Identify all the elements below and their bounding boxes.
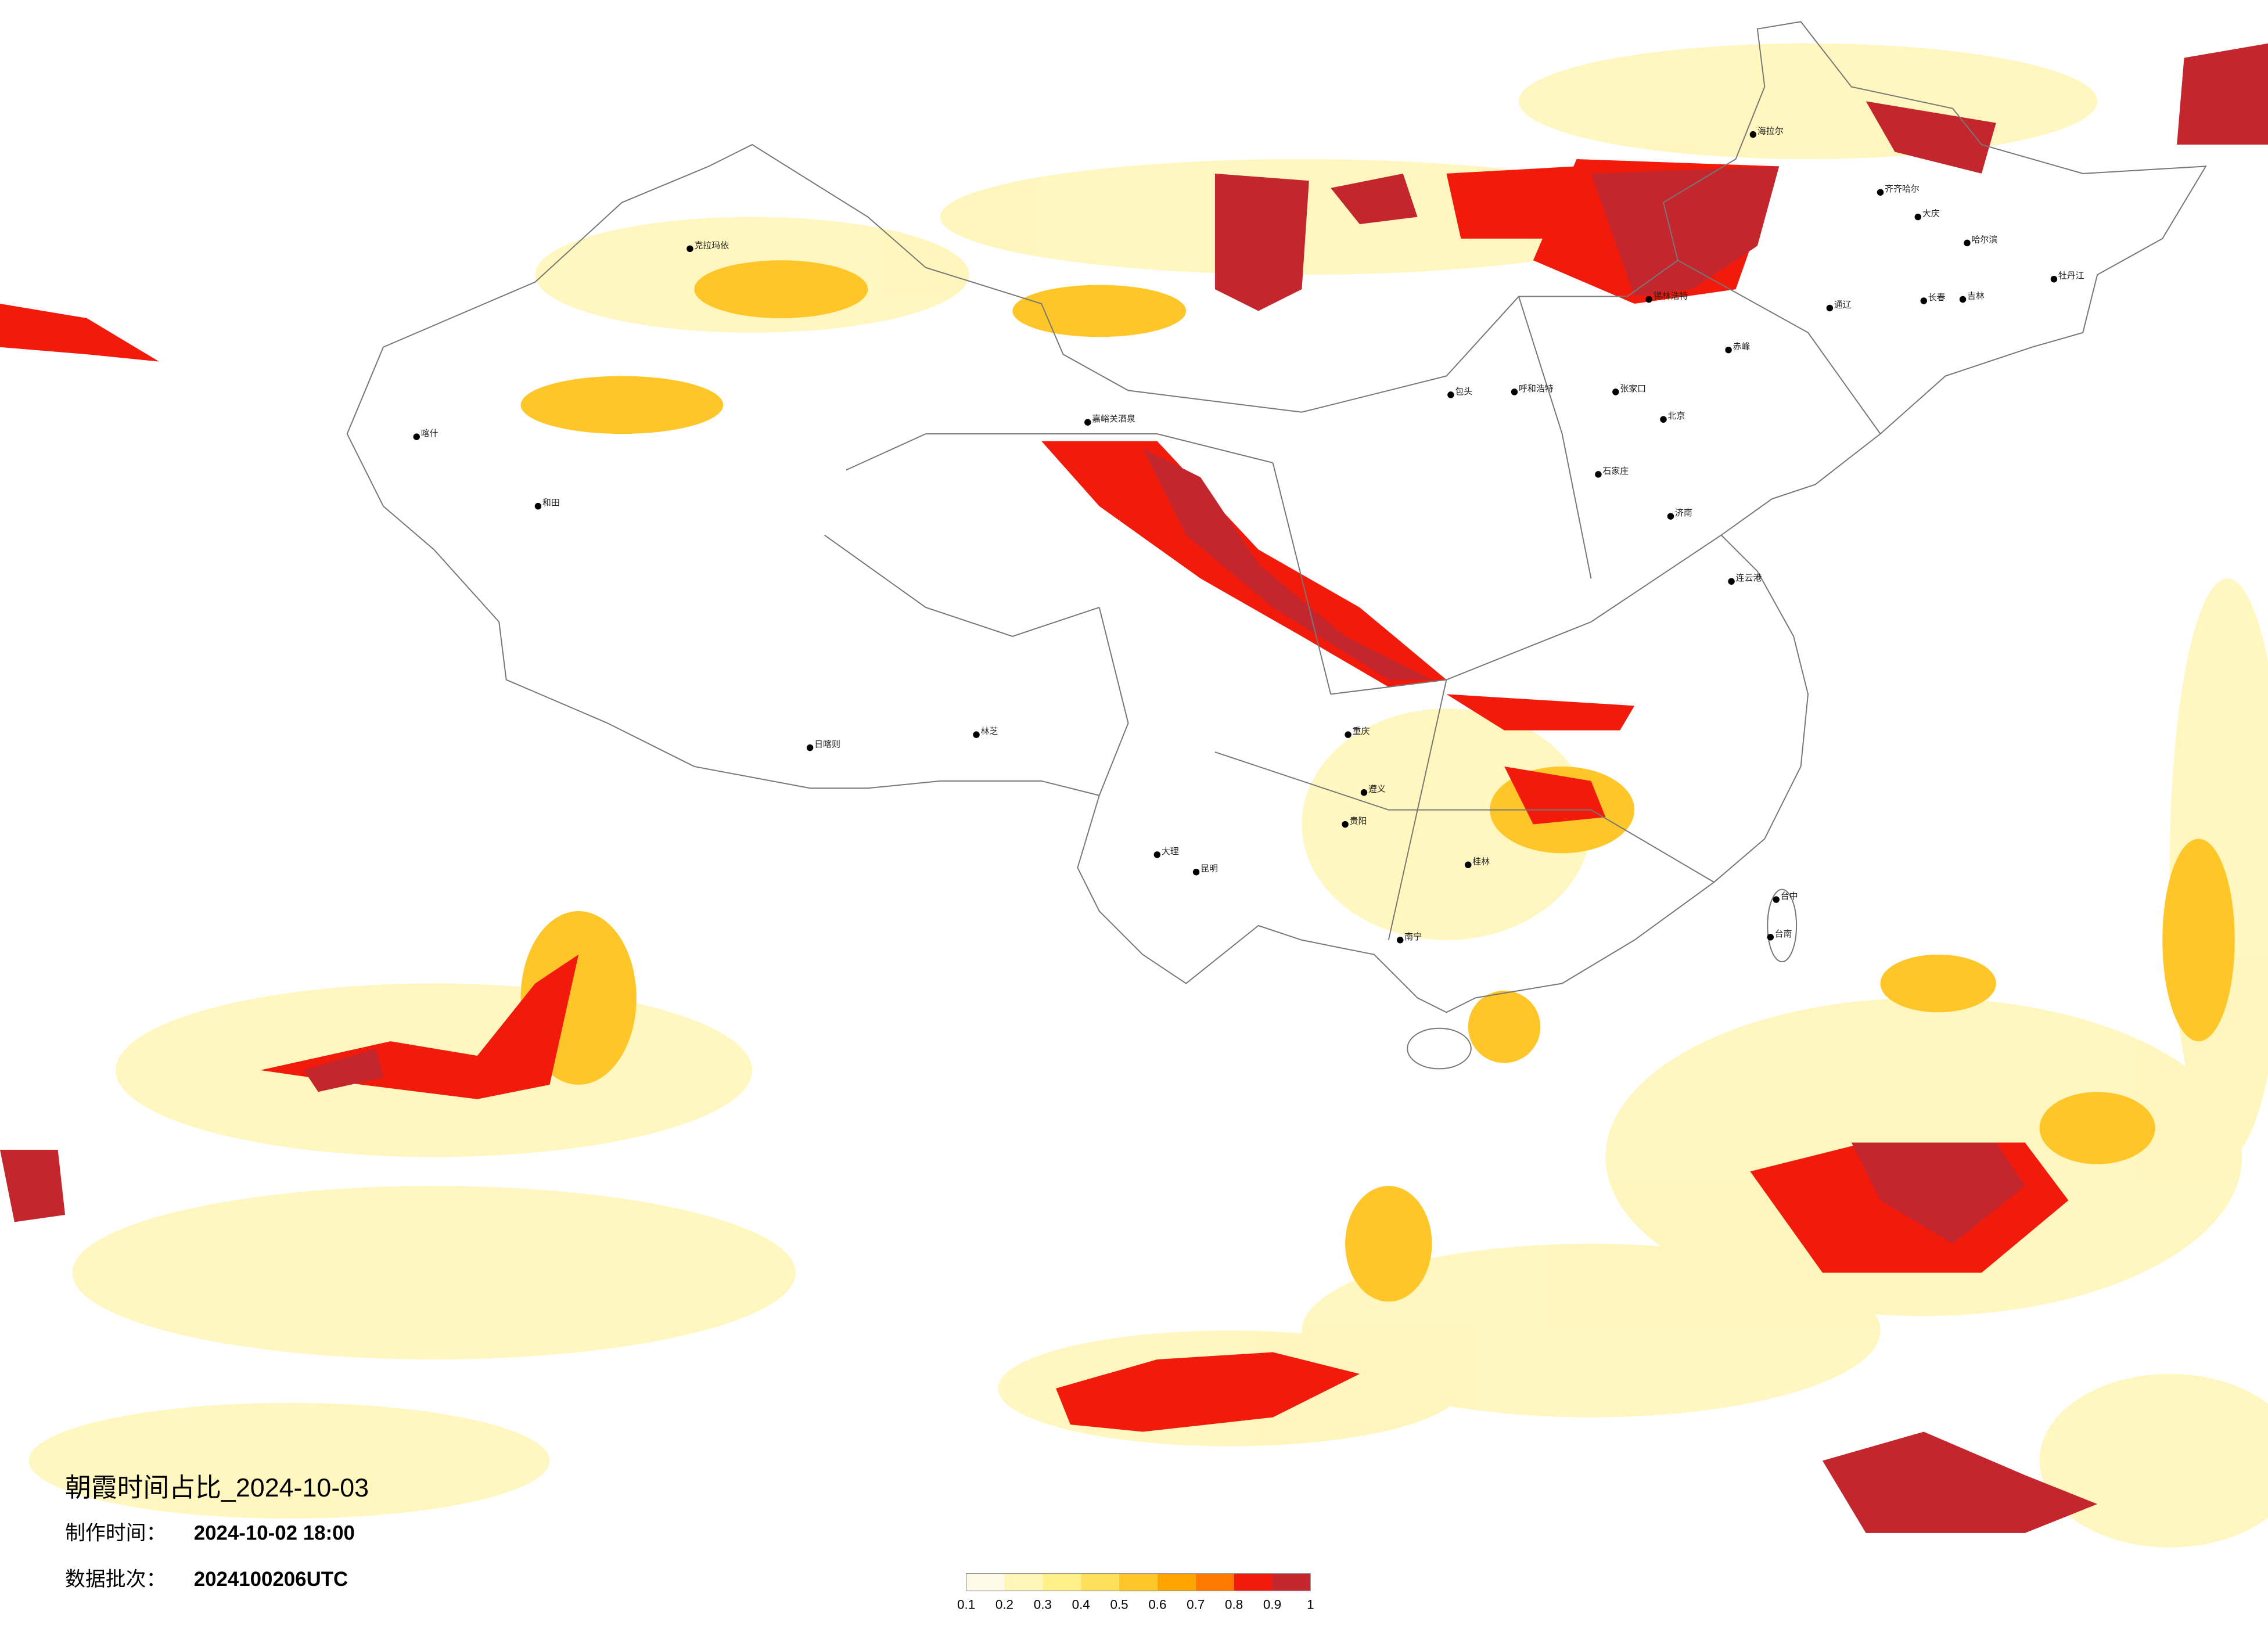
colorbar-tick-label: 1 (1307, 1597, 1314, 1611)
city-label: 昆明 (1201, 864, 1218, 874)
city-label: 包头 (1455, 387, 1472, 397)
colorbar-swatch (966, 1573, 1005, 1591)
city-label: 喀什 (421, 429, 438, 438)
made-label: 制作时间： (65, 1522, 166, 1545)
city-label: 北京 (1667, 411, 1685, 421)
city-dot (1465, 861, 1472, 869)
colorbar: 0.1 0.2 0.3 0.4 0.5 0.6 0.7 0.8 0.9 1 (957, 1573, 1314, 1611)
city-dot (1667, 513, 1674, 520)
city-label: 台中 (1781, 891, 1798, 901)
colorbar-frame (965, 1573, 1311, 1592)
city-label: 遵义 (1368, 784, 1386, 794)
colorbar-tick-label: 0.3 (1034, 1597, 1052, 1611)
city-dot (1877, 189, 1884, 196)
city-dot (1192, 869, 1200, 876)
city-label: 连云港 (1736, 573, 1762, 583)
city-label: 海拉尔 (1757, 127, 1784, 136)
city-dot (1959, 296, 1967, 303)
city-label: 赤峰 (1733, 342, 1751, 352)
colorbar-tick-label: 0.1 (957, 1597, 975, 1611)
city-dot (1773, 896, 1780, 903)
title: 朝霞时间占比_2024-10-03 (65, 1473, 369, 1502)
city-dot (1595, 471, 1602, 478)
city-dot (1153, 851, 1161, 858)
city-dot (1660, 416, 1667, 423)
colorbar-swatch (1081, 1573, 1120, 1591)
city-label: 南宁 (1404, 932, 1422, 942)
city-label: 台南 (1775, 929, 1792, 939)
batch-value: 2024100206UTC (194, 1568, 348, 1591)
city-dot (1645, 296, 1652, 303)
city-label: 牡丹江 (2058, 271, 2084, 281)
colorbar-tick-label: 0.7 (1187, 1597, 1205, 1611)
city-dot (1447, 391, 1454, 398)
city-dot (1397, 937, 1404, 944)
city-label: 哈尔滨 (1971, 235, 1997, 244)
city-dot (534, 502, 542, 510)
city-label: 嘉峪关酒泉 (1092, 414, 1135, 424)
city-label: 桂林 (1472, 857, 1490, 866)
city-label: 克拉玛依 (694, 240, 729, 250)
colorbar-tick-label: 0.9 (1263, 1597, 1281, 1611)
city-label: 济南 (1675, 508, 1692, 518)
city-dot (806, 744, 814, 751)
city-label: 贵阳 (1350, 816, 1367, 826)
city-dot (1826, 304, 1834, 312)
colorbar-swatch (1157, 1573, 1196, 1591)
colorbar-tick-label: 0.6 (1148, 1597, 1166, 1611)
colorbar-swatch (1119, 1573, 1158, 1591)
city-label: 大庆 (1922, 209, 1940, 219)
city-dot (1612, 388, 1619, 395)
colorbar-tick-label: 0.2 (995, 1597, 1013, 1611)
city-dot (1749, 131, 1757, 138)
city-label: 锡林浩特 (1654, 291, 1688, 301)
city-dot (1728, 578, 1735, 585)
city-label: 齐齐哈尔 (1885, 184, 1920, 194)
colorbar-swatch (1272, 1573, 1311, 1591)
city-dot (2050, 275, 2058, 283)
city-dot (1084, 419, 1091, 426)
city-label: 通辽 (1834, 300, 1852, 310)
city-dot (1964, 239, 1971, 247)
city-label: 石家庄 (1602, 466, 1629, 476)
boundaries (346, 21, 2207, 1070)
city-dot (1914, 213, 1922, 221)
made-value: 2024-10-02 18:00 (194, 1522, 355, 1545)
city-label: 吉林 (1967, 291, 1985, 301)
colorbar-tick-label: 0.4 (1072, 1597, 1090, 1611)
colorbar-tick-label: 0.5 (1110, 1597, 1128, 1611)
city-dot (973, 731, 980, 738)
city-dot (1342, 821, 1349, 828)
colorbar-swatch (1234, 1573, 1273, 1591)
colorbar-swatch (1195, 1573, 1234, 1591)
city-dot (686, 245, 693, 253)
heat-layer (0, 43, 2268, 1548)
colorbar-swatch (1043, 1573, 1081, 1591)
city-dot (1920, 297, 1928, 304)
city-label: 大理 (1162, 847, 1179, 857)
city-label: 和田 (542, 498, 560, 508)
city-label: 张家口 (1620, 384, 1646, 394)
colorbar-swatch (1004, 1573, 1043, 1591)
colorbar-tick-label: 0.8 (1225, 1597, 1243, 1611)
city-label: 日喀则 (814, 740, 840, 750)
city-label: 长春 (1928, 293, 1946, 303)
city-dot (1725, 346, 1732, 354)
city-label: 林芝 (981, 726, 998, 736)
city-dot (1767, 934, 1774, 941)
city-label: 重庆 (1353, 726, 1370, 736)
city-dot (1511, 388, 1518, 395)
city-dot (1345, 731, 1352, 738)
batch-label: 数据批次： (65, 1568, 166, 1591)
city-dot (1360, 789, 1368, 796)
city-dot (413, 433, 420, 440)
city-label: 呼和浩特 (1519, 384, 1554, 394)
